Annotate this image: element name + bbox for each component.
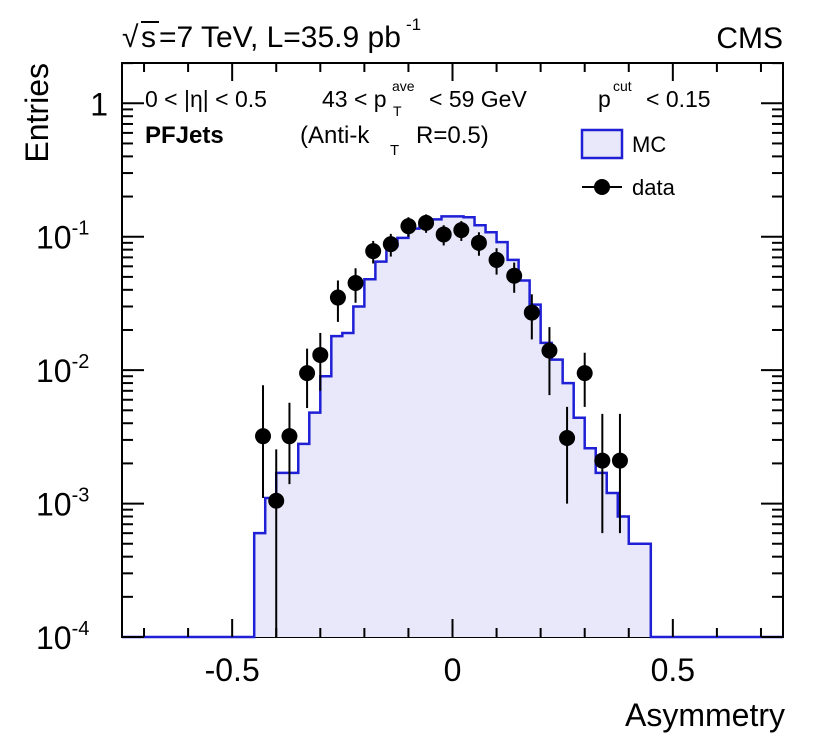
data-point: [268, 492, 285, 509]
data-point: [594, 452, 611, 469]
legend: MC data: [580, 128, 676, 200]
data-point: [576, 365, 593, 382]
legend-data-label: data: [632, 175, 676, 200]
data-point: [523, 304, 540, 321]
legend-data-marker: [594, 179, 610, 195]
energy-sqrt-symbol: √: [122, 21, 139, 54]
pt-superscript: ave: [392, 78, 415, 94]
data-point: [312, 346, 329, 363]
mc-histogram-line: [122, 215, 783, 639]
data-point: [418, 214, 435, 231]
y-tick-label: 10-2: [36, 351, 89, 389]
legend-mc-swatch: [580, 128, 624, 160]
data-point: [299, 365, 316, 382]
y-axis-title: Entries: [19, 63, 55, 163]
data-point: [470, 234, 487, 251]
algo-subscript: T: [390, 142, 399, 159]
algo-label: (Anti-k T R=0.5): [300, 122, 489, 159]
data-point: [541, 342, 558, 359]
x-tick-label: 0.5: [651, 652, 695, 688]
data-point: [329, 289, 346, 306]
pt-subscript: T: [393, 103, 402, 119]
algo-left: (Anti-k: [300, 122, 370, 149]
data-point: [435, 226, 452, 243]
pcut-superscript: cut: [613, 78, 632, 94]
experiment-label: CMS: [716, 22, 783, 55]
data-point: [255, 428, 272, 445]
legend-mc-label: MC: [632, 132, 666, 157]
x-axis-title: Asymmetry: [625, 697, 785, 733]
data-point: [281, 428, 298, 445]
energy-text: =7 TeV, L=35.9 pb: [159, 21, 401, 54]
data-point: [506, 267, 523, 284]
data-point: [559, 430, 576, 447]
data-point: [400, 218, 417, 235]
jet-type-label: PFJets: [145, 122, 224, 149]
data-point: [488, 251, 505, 268]
data-point: [611, 452, 628, 469]
data-points: [255, 214, 628, 637]
lumi-exponent: -1: [406, 15, 421, 34]
y-axis-ticks: 1 10-1 10-2 10-3 10-4: [36, 62, 783, 656]
data-point: [382, 236, 399, 253]
data-point: [365, 243, 382, 260]
y-tick-label: 10-1: [36, 218, 89, 256]
algo-right: R=0.5): [416, 122, 489, 149]
energy-label: √ s =7 TeV, L=35.9 pb -1: [122, 15, 421, 54]
pt-left: 43 < p: [322, 86, 387, 112]
pt-ave-label: 43 < p T ave < 59 GeV: [322, 78, 527, 119]
y-tick-label: 10-3: [36, 485, 89, 523]
data-point: [453, 222, 470, 239]
data-point: [347, 274, 364, 291]
p-cut-label: p cut < 0.15: [598, 78, 711, 112]
mc-histogram-fill: [122, 216, 783, 637]
eta-cut-label: 0 < |η| < 0.5: [145, 86, 267, 112]
y-tick-label: 1: [90, 86, 108, 122]
x-tick-label: 0: [444, 652, 462, 688]
pt-right: < 59 GeV: [429, 86, 527, 112]
x-axis-ticks: -0.5 0 0.5: [143, 63, 762, 688]
energy-s: s: [141, 21, 156, 54]
y-tick-label: 10-4: [36, 618, 89, 656]
pcut-right: < 0.15: [646, 86, 711, 112]
x-tick-label: -0.5: [205, 652, 260, 688]
pcut-p: p: [598, 86, 611, 112]
